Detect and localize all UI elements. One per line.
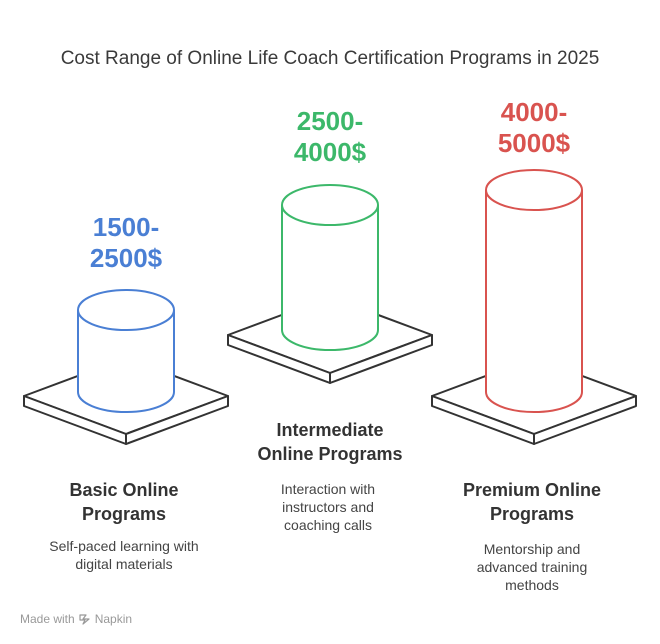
- premium-price: 4000- 5000$: [454, 97, 614, 159]
- premium-desc-line3: methods: [505, 577, 559, 593]
- napkin-logo-icon: [79, 614, 90, 625]
- premium-description: Mentorship and advanced training methods: [432, 540, 632, 594]
- premium-price-line1: 4000-: [500, 97, 568, 127]
- basic-desc-line2: digital materials: [75, 556, 173, 572]
- intermediate-label-line2: Online Programs: [257, 444, 403, 464]
- intermediate-price: 2500- 4000$: [250, 106, 410, 168]
- premium-desc-line1: Mentorship and: [483, 541, 581, 557]
- premium-price-line2: 5000$: [497, 128, 571, 158]
- intermediate-desc-line3: coaching calls: [284, 517, 372, 533]
- made-with-text: Made with: [20, 612, 75, 626]
- brand-text: Napkin: [94, 612, 133, 626]
- basic-description: Self-paced learning with digital materia…: [24, 537, 224, 573]
- intermediate-price-line2: 4000$: [293, 137, 367, 167]
- premium-label: Premium Online Programs: [432, 478, 632, 526]
- intermediate-desc-line2: instructors and: [282, 499, 374, 515]
- premium-label-line1: Premium Online: [462, 480, 602, 500]
- premium-cylinder: [485, 169, 583, 413]
- basic-cylinder: [77, 289, 175, 413]
- intermediate-label-line1: Intermediate: [276, 420, 384, 440]
- premium-desc-line2: advanced training: [476, 559, 588, 575]
- basic-label-line2: Programs: [81, 504, 167, 524]
- intermediate-desc-line1: Interaction with: [280, 481, 376, 497]
- diagram-title: Cost Range of Online Life Coach Certific…: [60, 48, 600, 69]
- basic-label-line1: Basic Online: [69, 480, 179, 500]
- basic-desc-line1: Self-paced learning with: [49, 538, 199, 554]
- basic-label: Basic Online Programs: [24, 478, 224, 526]
- intermediate-price-line1: 2500-: [296, 106, 364, 136]
- intermediate-label: Intermediate Online Programs: [230, 418, 430, 466]
- basic-price-line1: 1500-: [92, 212, 160, 242]
- basic-price-line2: 2500$: [89, 243, 163, 273]
- premium-label-line2: Programs: [489, 504, 575, 524]
- basic-price: 1500- 2500$: [46, 212, 206, 274]
- intermediate-cylinder: [281, 184, 379, 351]
- intermediate-description: Interaction with instructors and coachin…: [228, 480, 428, 534]
- footer: Made with Napkin: [20, 612, 132, 626]
